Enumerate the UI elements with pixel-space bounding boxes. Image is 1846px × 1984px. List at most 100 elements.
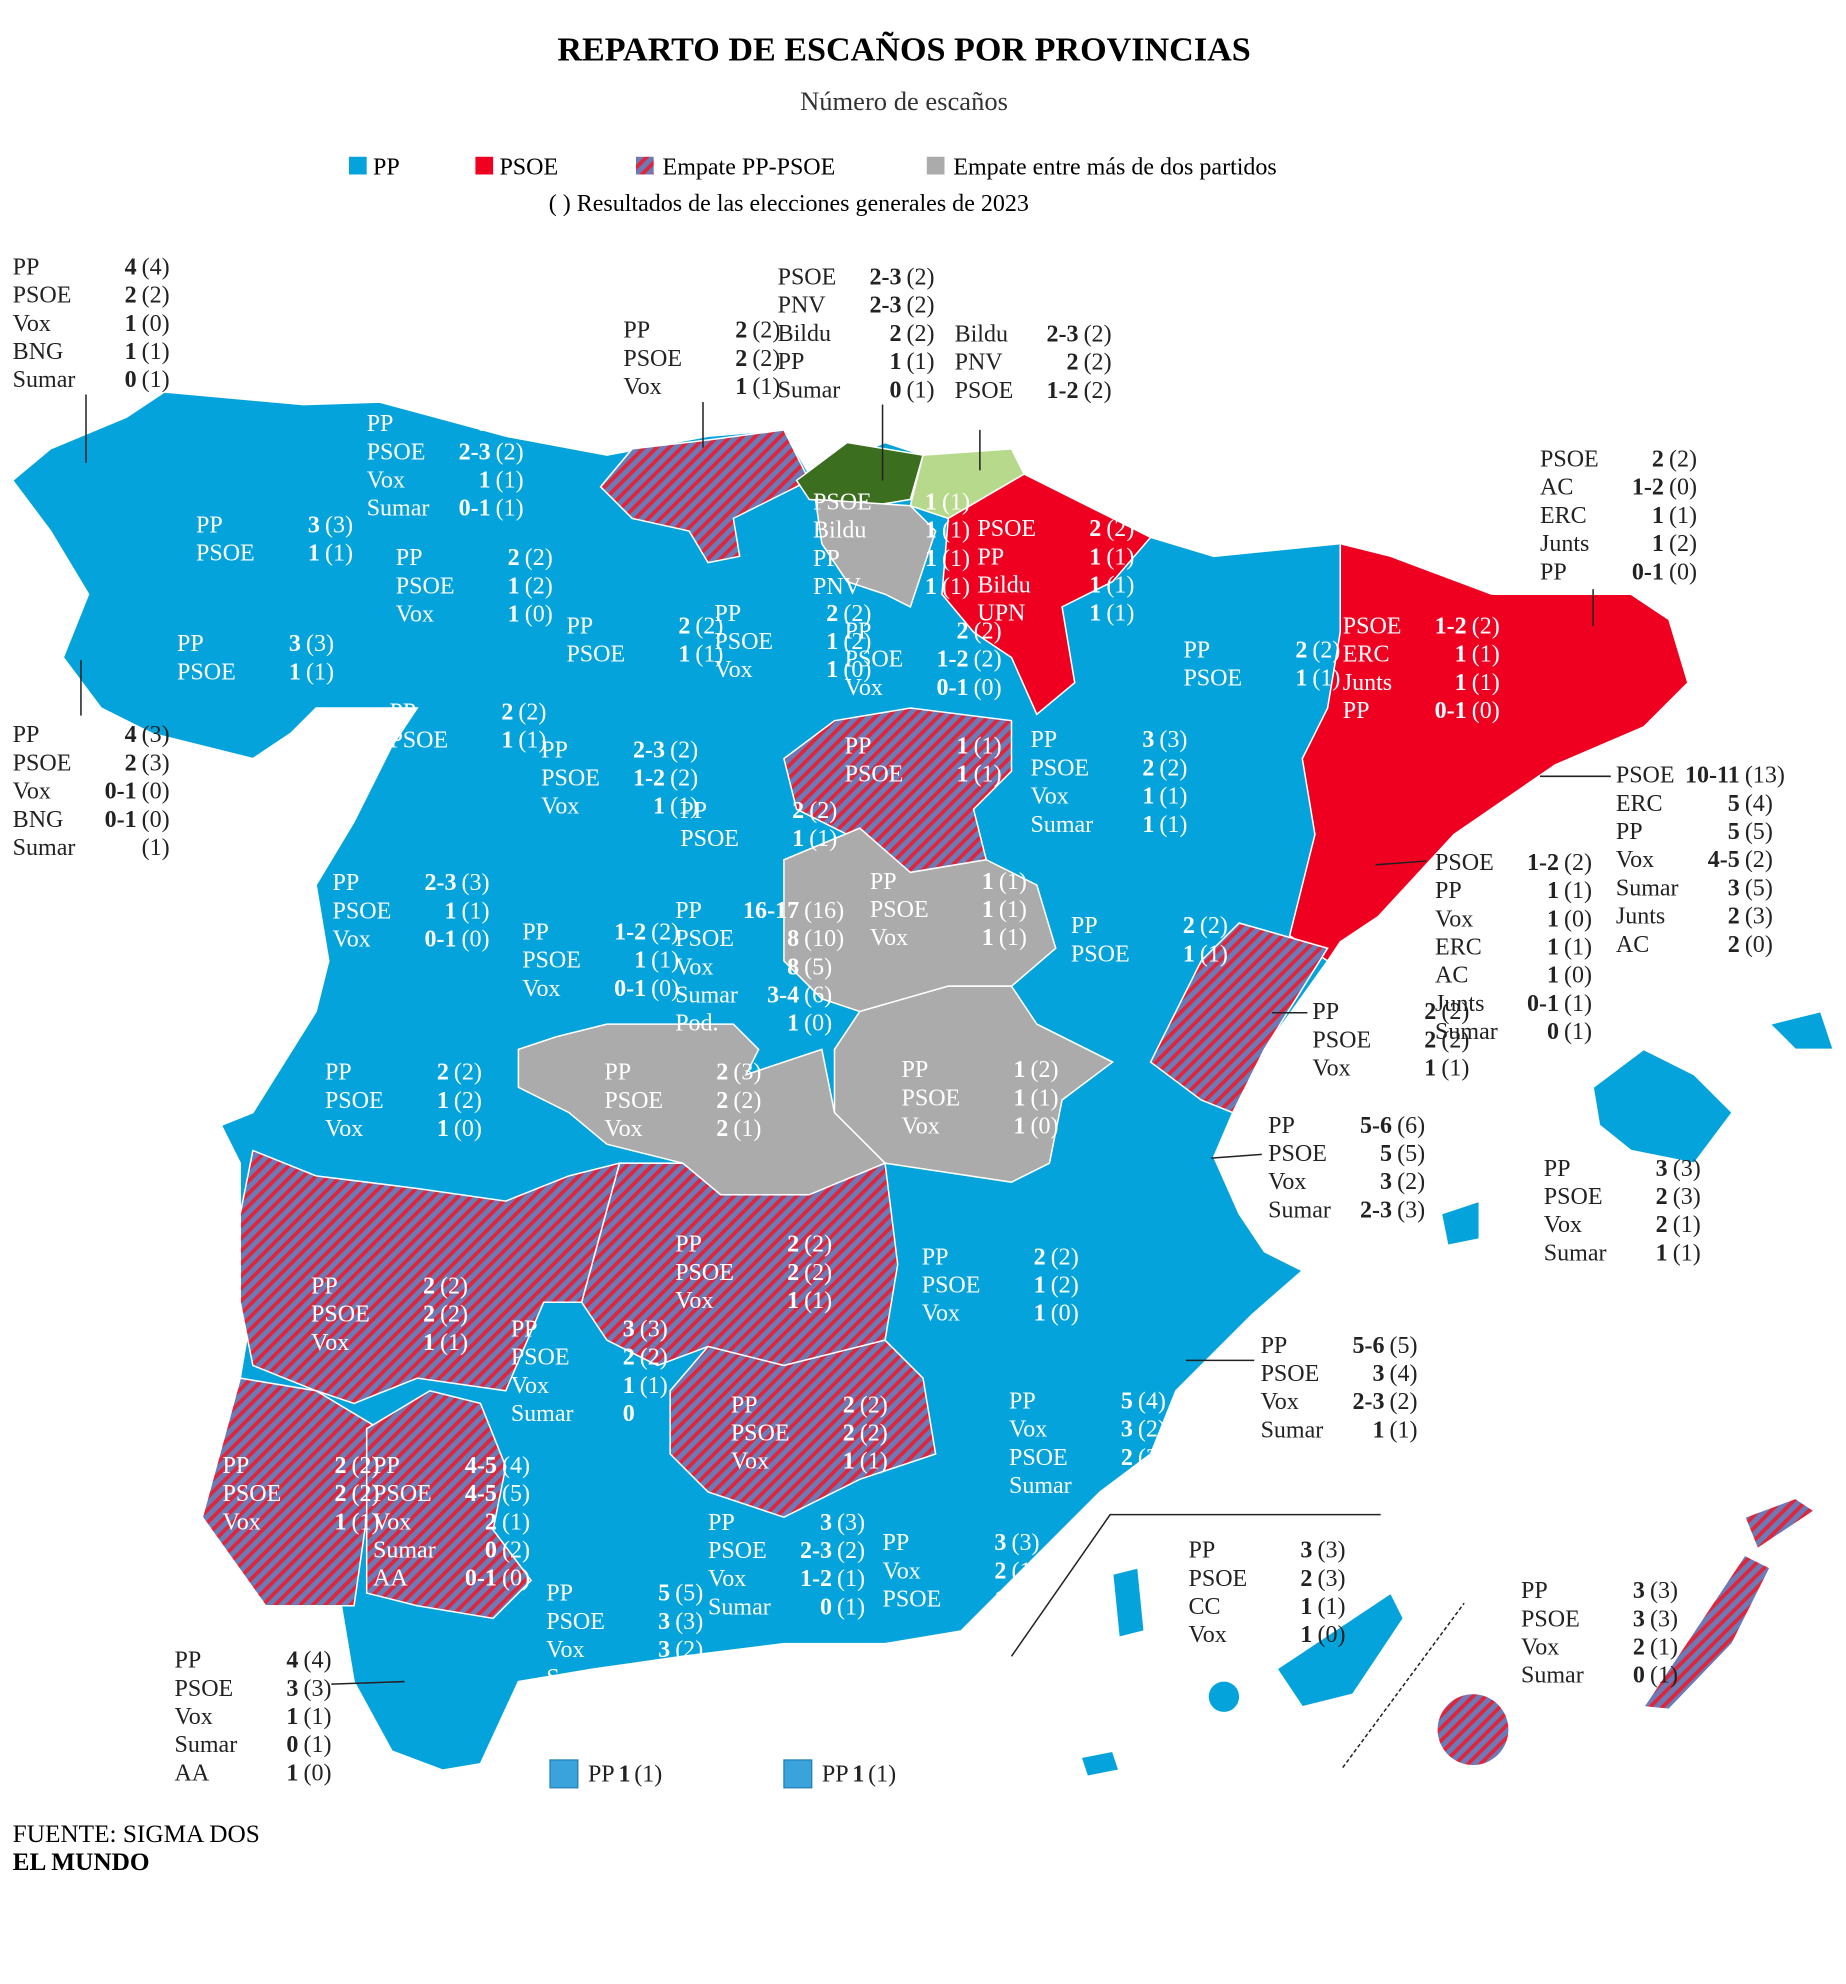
seats: 1: [1089, 601, 1101, 627]
party-name: Vox: [1435, 906, 1473, 932]
previous-seats: (1): [1441, 1055, 1469, 1081]
party-name: Vox: [1616, 847, 1654, 873]
leader-lines: [80, 394, 1611, 1685]
party-name: Vox: [623, 374, 661, 400]
previous-seats: (1): [942, 518, 970, 544]
seats: 2: [1121, 1445, 1133, 1471]
party-name: PP: [1616, 819, 1643, 845]
previous-seats: (6): [1397, 1113, 1425, 1139]
party-name: PP: [373, 1453, 400, 1479]
seats: 2: [501, 699, 513, 725]
party-name: PSOE: [1616, 763, 1675, 789]
previous-seats: (3): [675, 1609, 703, 1635]
previous-seats: (1): [837, 1594, 865, 1620]
region-label: PP 2 (2) PSOE 1 (1): [1183, 637, 1340, 691]
seats: 2: [423, 1273, 435, 1299]
seats: 2: [843, 1392, 855, 1418]
party-name: Sumar: [1030, 812, 1093, 838]
region-label: PP 4 (4)PSOE 3 (3)Vox 1 (1)Sumar 0 (1)AA 1 (0): [175, 1648, 332, 1787]
province: [1288, 542, 1689, 962]
previous-seats: (5): [804, 954, 832, 980]
previous-seats: (2): [142, 283, 170, 309]
seats: 1: [925, 490, 937, 516]
party-name: PP: [522, 919, 549, 945]
seats: 3: [289, 631, 301, 657]
previous-seats: (3): [325, 512, 353, 538]
party-name: PSOE: [367, 439, 426, 465]
seats: 2: [1656, 1212, 1668, 1238]
seats: 5: [1728, 819, 1740, 845]
island: [1275, 1591, 1405, 1708]
region-label: PP 2 (2) PSOE 2 (2) Vox 1 (1): [223, 1453, 380, 1535]
party-name: PSOE: [1261, 1361, 1320, 1387]
seats: 1: [1300, 1622, 1312, 1648]
seats: 2: [826, 601, 838, 627]
seats: 2: [1633, 1635, 1645, 1661]
region-label: PP 1 (1)PSOE 1 (1)Vox 1 (1): [870, 869, 1027, 951]
previous-seats: (2): [502, 1538, 530, 1564]
party-name: PSOE: [1071, 941, 1130, 967]
previous-seats: (1): [1138, 1473, 1166, 1499]
previous-seats: (2): [1669, 531, 1697, 557]
previous-seats: (2): [1030, 1057, 1058, 1083]
seats: 2: [735, 318, 747, 344]
party-name: Sumar: [778, 377, 841, 403]
previous-seats: (3): [1673, 1156, 1701, 1182]
previous-seats: (2): [1084, 378, 1112, 404]
previous-seats: (5): [1397, 1141, 1425, 1167]
seats: 3: [1121, 1417, 1133, 1443]
region-label: PP 5 (4) Vox 3 (2) PSOE 2 (3) Sumar 0 (1): [1009, 1388, 1166, 1499]
party-name: Sumar: [708, 1594, 771, 1620]
seats: 10-11: [1685, 763, 1740, 789]
seats: 2: [437, 1060, 449, 1086]
seats: 1: [1013, 1114, 1025, 1140]
seats: 1: [982, 869, 994, 895]
previous-seats: (1): [974, 762, 1002, 788]
party-name: Vox: [1189, 1622, 1227, 1648]
party-name: Vox: [396, 602, 434, 628]
region-label: PP 2 (2)PSOE 1 (2)Vox 1 (0): [714, 601, 871, 683]
party-name: Sumar: [675, 982, 738, 1008]
previous-seats: (1): [1564, 1019, 1592, 1045]
seats: 2: [125, 283, 137, 309]
previous-seats: (1): [1106, 572, 1134, 598]
seats: 3: [1142, 727, 1154, 753]
seats: 1: [1034, 1273, 1046, 1299]
province: [239, 1149, 621, 1405]
seats: 1: [1295, 666, 1307, 692]
party-name: CC: [1189, 1594, 1221, 1620]
previous-seats: (1): [1106, 601, 1134, 627]
seats: 1: [925, 546, 937, 572]
previous-seats: (1): [496, 496, 524, 522]
previous-seats: (1): [1564, 878, 1592, 904]
previous-seats: (2): [496, 439, 524, 465]
previous-seats: (3): [496, 411, 524, 437]
seats: 0: [1121, 1473, 1133, 1499]
party-name: Sumar: [1616, 875, 1679, 901]
region-label: PSOE 2 (2)PP 1 (1)Bildu 1 (1)UPN 1 (1): [977, 516, 1134, 627]
seats: 1: [125, 339, 137, 365]
party-name: PSOE: [1521, 1606, 1580, 1632]
seats: 1: [1013, 1057, 1025, 1083]
seats: 1: [787, 1011, 799, 1037]
island: [1743, 1497, 1816, 1550]
seats: 0: [623, 1401, 635, 1427]
previous-seats: (2): [1472, 613, 1500, 639]
seats: 2: [1295, 637, 1307, 663]
seats: 1-2: [1527, 850, 1559, 876]
previous-seats: (3): [462, 870, 490, 896]
seats: 1: [957, 762, 969, 788]
legend-label: PSOE: [499, 154, 558, 180]
seats: 0-1: [105, 807, 137, 833]
island: [1440, 1200, 1481, 1247]
party-name: PP: [223, 1453, 250, 1479]
party-name: PNV: [778, 293, 827, 319]
seats: 1-2: [614, 919, 646, 945]
previous-seats: (3): [306, 631, 334, 657]
region-label: PP 4 (4)PSOE 2 (2)Vox 1 (0)BNG 1 (1)Sumar 0 (1): [13, 254, 170, 393]
party-name: Sumar: [175, 1732, 238, 1758]
party-name: Vox: [367, 468, 405, 494]
party-name: PSOE: [714, 629, 773, 655]
previous-seats: (2): [525, 573, 553, 599]
party-name: PSOE: [675, 1260, 734, 1286]
